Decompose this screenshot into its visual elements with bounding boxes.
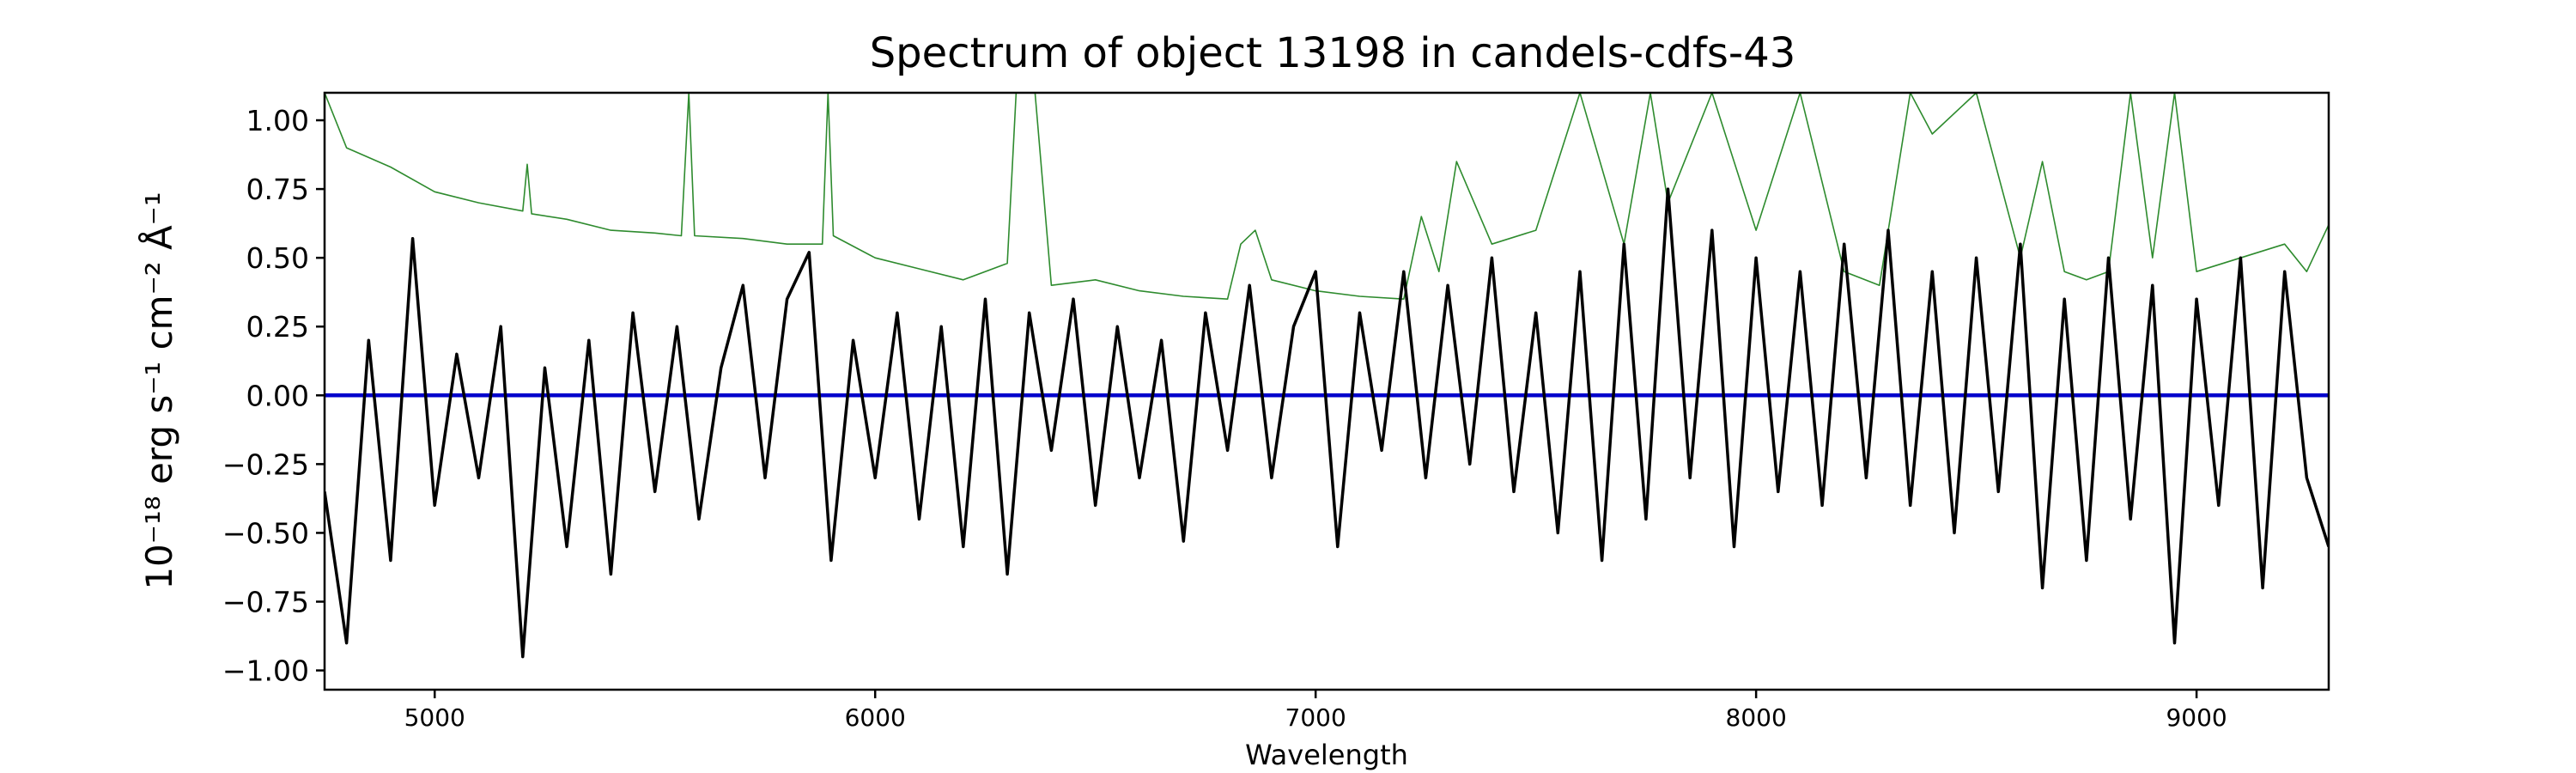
- plot-area: [325, 93, 2329, 659]
- y-axis: 1.00 0.75 0.50 0.25 0.00 −0.25 −0.50 −0.75 −1.00: [222, 104, 325, 688]
- y-tick-label: 1.00: [246, 104, 309, 137]
- y-tick-label: 0.75: [246, 173, 309, 206]
- y-axis-label: 10⁻¹⁸ erg s⁻¹ cm⁻² Å⁻¹: [137, 192, 180, 589]
- y-tick-label: 0.00: [246, 379, 309, 412]
- x-tick-label: 6000: [845, 703, 906, 732]
- x-axis: 5000 6000 7000 8000 9000: [404, 690, 2227, 732]
- sky-series-line: [325, 93, 2329, 301]
- y-tick-label: 0.50: [246, 241, 309, 275]
- y-tick-label: −0.50: [222, 516, 309, 550]
- x-tick-label: 8000: [1726, 703, 1787, 732]
- y-tick-label: −1.00: [222, 654, 309, 688]
- plot-frame: [323, 91, 2330, 691]
- x-axis-label: Wavelength: [1245, 739, 1408, 771]
- x-tick-label: 7000: [1285, 703, 1346, 732]
- flux-series-line: [325, 187, 2329, 659]
- chart-title: Spectrum of object 13198 in candels-cdfs…: [870, 29, 1796, 77]
- y-tick-label: 0.25: [246, 310, 309, 344]
- y-tick-label: −0.25: [222, 447, 309, 481]
- x-tick-label: 9000: [2166, 703, 2227, 732]
- y-tick-label: −0.75: [222, 586, 309, 619]
- x-tick-label: 5000: [404, 703, 465, 732]
